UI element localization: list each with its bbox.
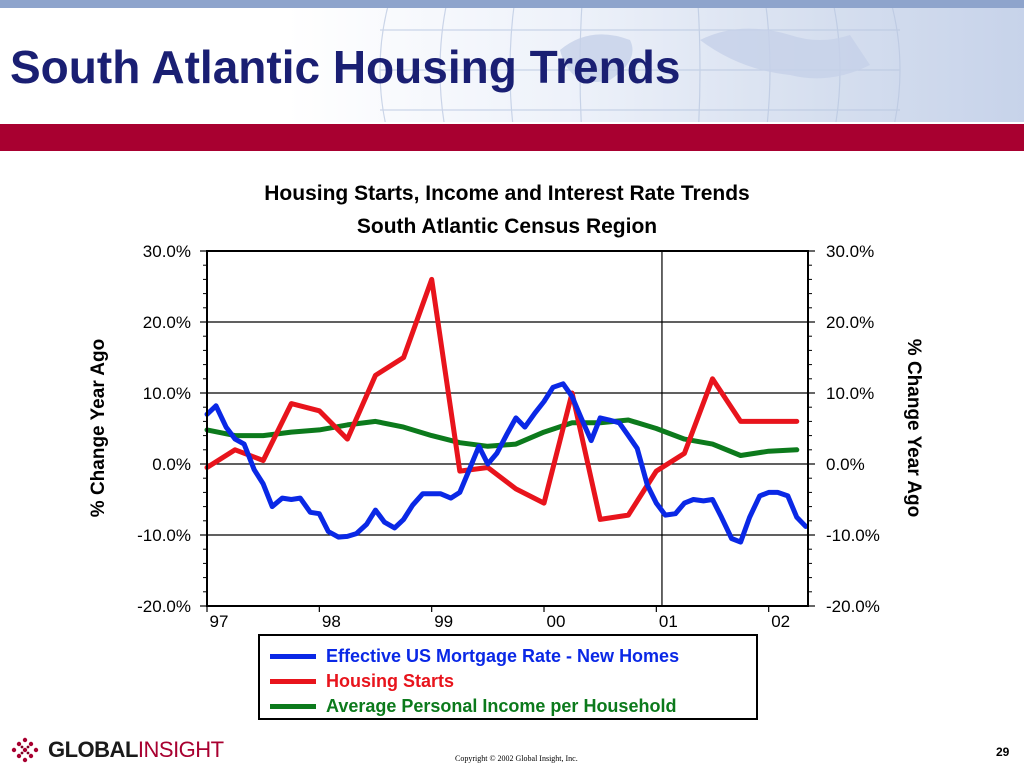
globe-icon — [379, 0, 901, 122]
legend-label: Housing Starts — [326, 671, 455, 691]
y-tick-label-left: 10.0% — [143, 384, 191, 403]
x-tick-label: 98 — [322, 612, 341, 630]
y-tick-label-right: 20.0% — [826, 313, 874, 332]
x-tick-label: 00 — [547, 612, 566, 630]
legend-label: Average Personal Income per Household — [326, 696, 677, 716]
y-tick-label-right: 0.0% — [826, 455, 865, 474]
x-tick-label: 01 — [659, 612, 678, 630]
copyright-notice: Copyright © 2002 Global Insight, Inc. — [455, 754, 578, 763]
series-line-0 — [204, 381, 809, 545]
chart-subtitle: South Atlantic Census Region — [357, 215, 657, 238]
legend-swatch — [270, 679, 316, 684]
legend-swatch — [270, 654, 316, 659]
y-tick-label-left: 30.0% — [143, 242, 191, 261]
logo-text-insight: INSIGHT — [137, 737, 224, 762]
legend-item: Effective US Mortgage Rate - New Homes — [270, 644, 756, 669]
x-tick-label: 97 — [210, 612, 229, 630]
y-axis-label-right: % Change Year Ago — [903, 339, 924, 517]
x-tick-label: 02 — [771, 612, 790, 630]
y-axis-label-left: % Change Year Ago — [88, 339, 109, 517]
y-tick-label-left: -20.0% — [137, 597, 191, 616]
logo-text-global: GLOBAL — [48, 737, 138, 762]
legend-item: Average Personal Income per Household — [270, 694, 756, 719]
line-chart: Housing Starts, Income and Interest Rate… — [88, 182, 924, 630]
y-tick-label-left: -10.0% — [137, 526, 191, 545]
chart-title: Housing Starts, Income and Interest Rate… — [264, 182, 749, 205]
logo-globe-icon — [11, 737, 39, 763]
chart-legend: Effective US Mortgage Rate - New Homes Ho… — [258, 634, 758, 720]
header-band: South Atlantic Housing Trends — [0, 0, 1024, 122]
company-logo: GLOBAL INSIGHT — [8, 734, 224, 766]
y-tick-label-left: 0.0% — [152, 455, 191, 474]
title-underline-bar — [0, 124, 1024, 151]
legend-swatch — [270, 704, 316, 709]
y-tick-label-right: 30.0% — [826, 242, 874, 261]
y-tick-label-right: -10.0% — [826, 526, 880, 545]
x-tick-label: 99 — [434, 612, 453, 630]
page-title: South Atlantic Housing Trends — [10, 41, 681, 93]
series-line-1 — [204, 276, 800, 522]
legend-item: Housing Starts — [270, 669, 756, 694]
y-tick-label-right: -20.0% — [826, 597, 880, 616]
legend-label: Effective US Mortgage Rate - New Homes — [326, 646, 680, 666]
page-number: 29 — [996, 745, 1010, 759]
y-tick-label-left: 20.0% — [143, 313, 191, 332]
y-tick-label-right: 10.0% — [826, 384, 874, 403]
top-stripe — [0, 0, 1024, 8]
plot-border — [206, 250, 809, 607]
